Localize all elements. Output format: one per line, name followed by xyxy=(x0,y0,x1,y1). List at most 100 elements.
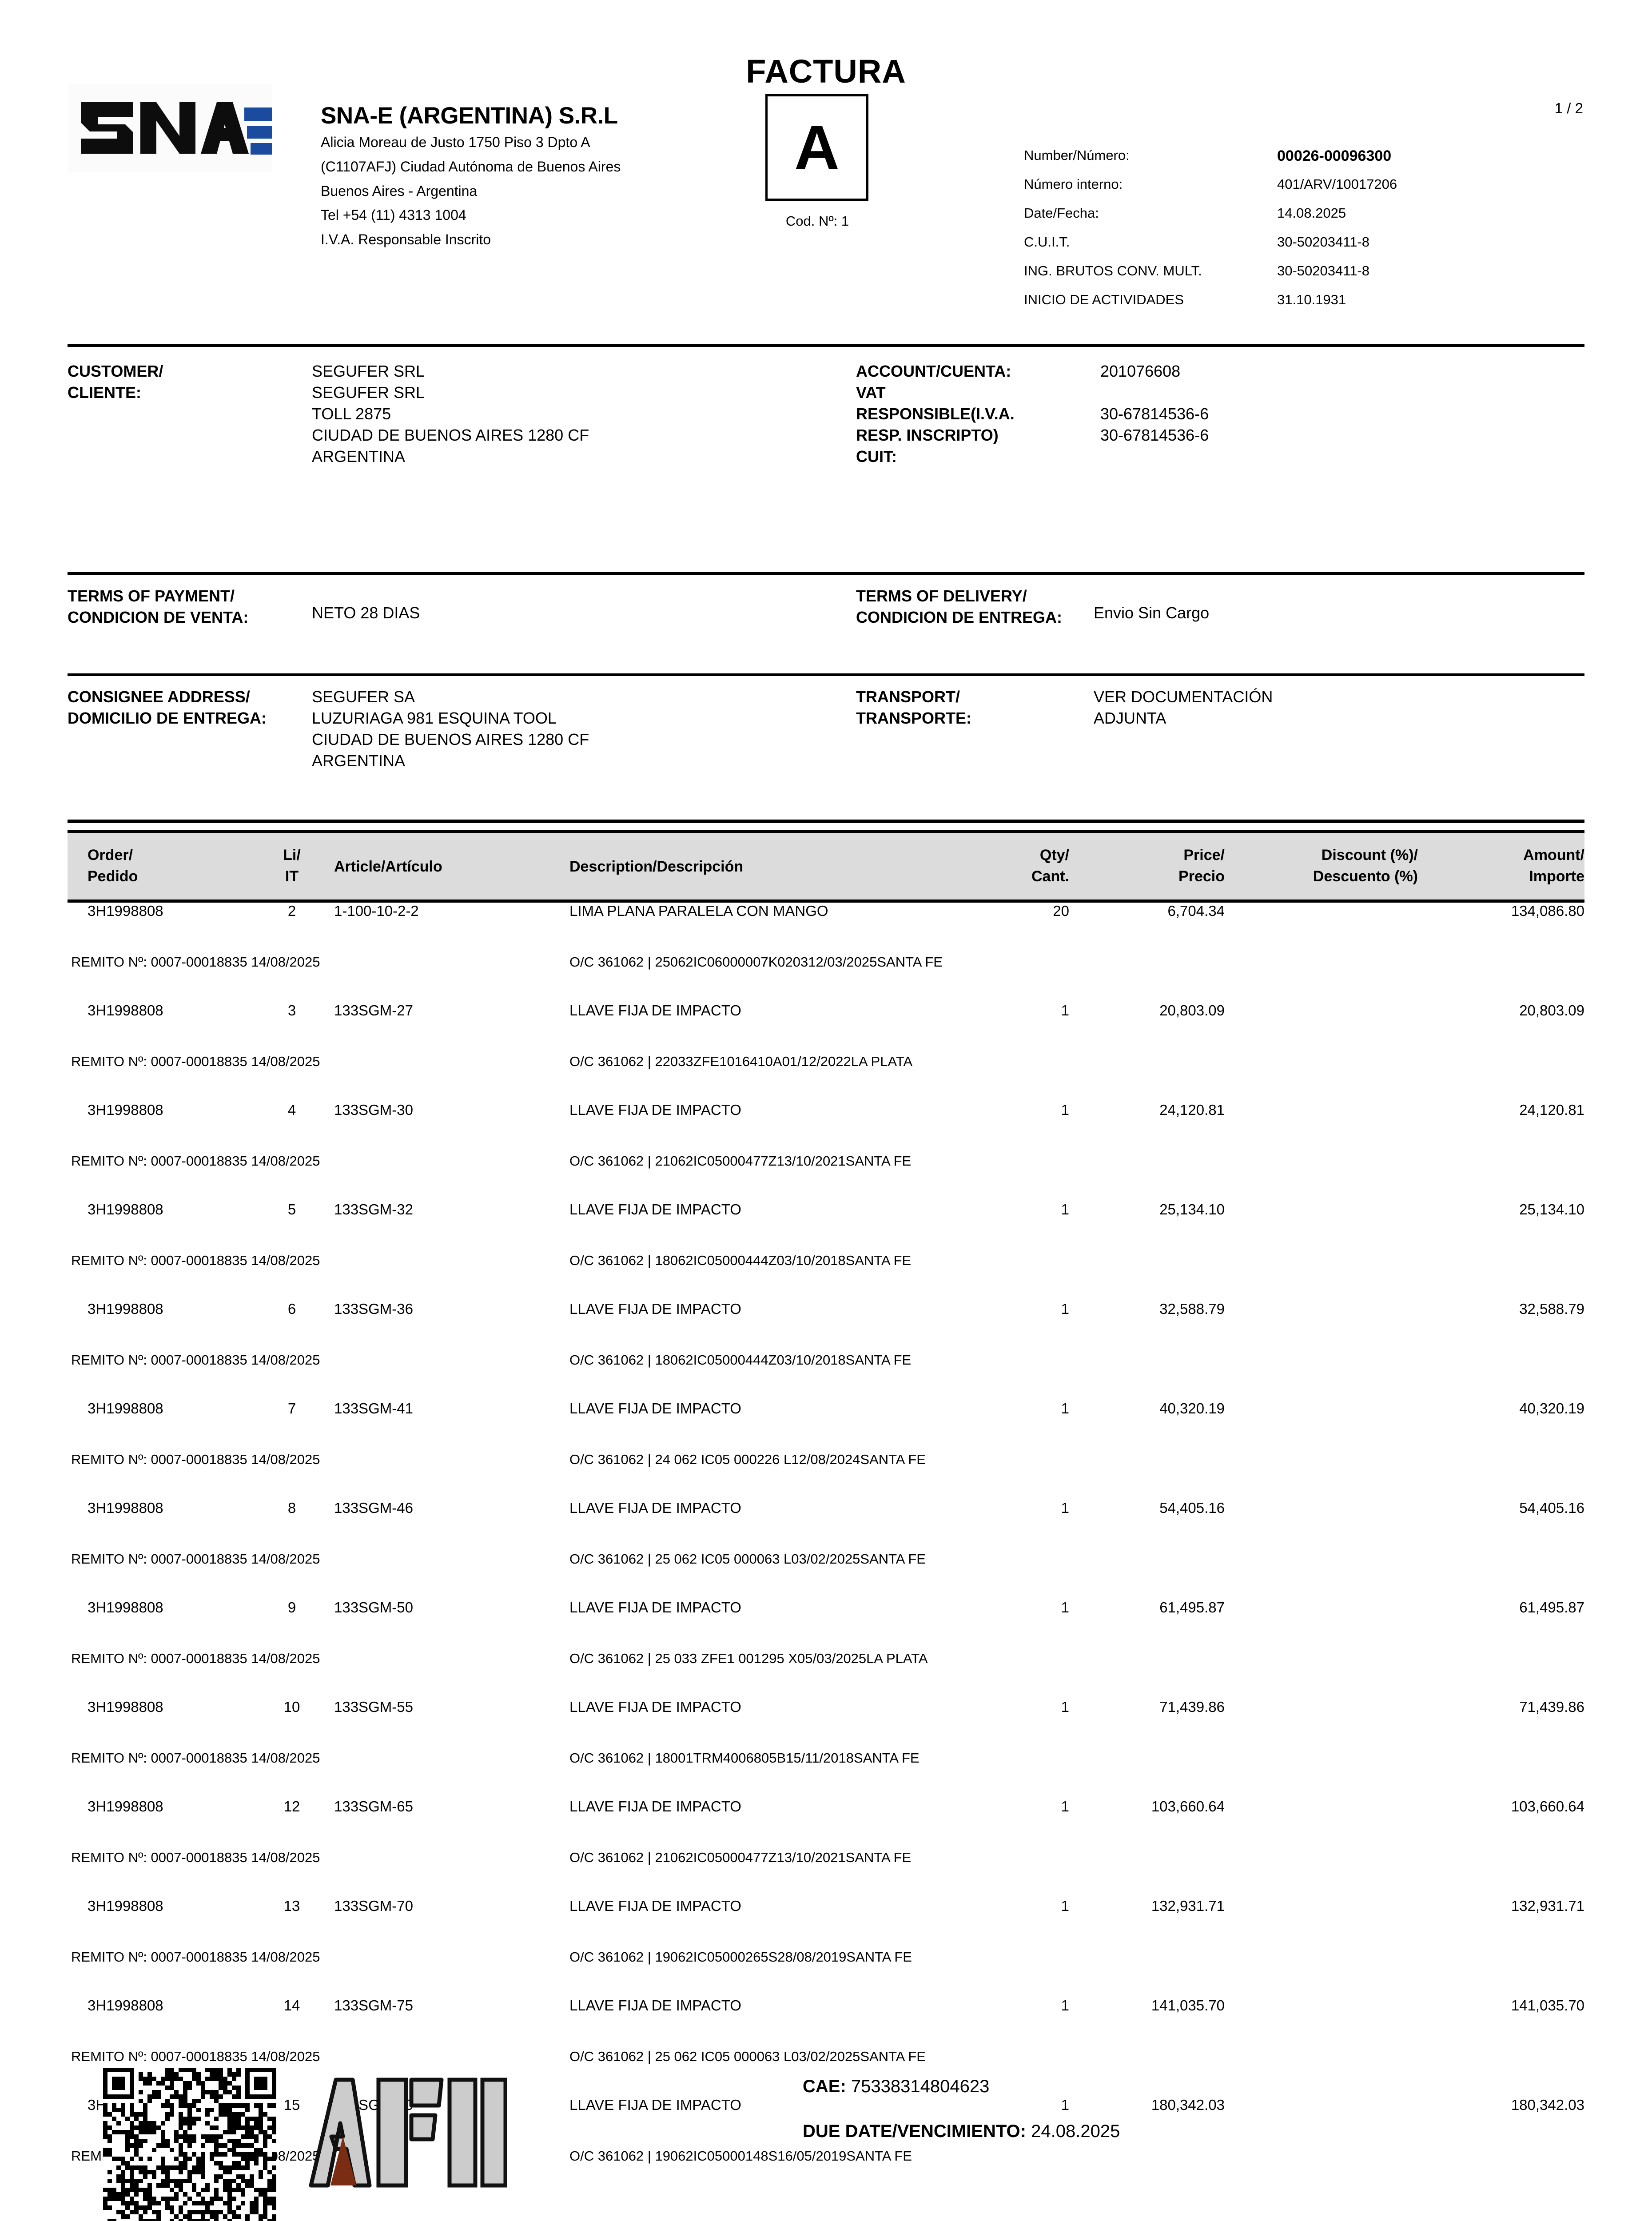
customer-label-line-1: CUSTOMER/ xyxy=(68,362,163,380)
customer-address: SEGUFER SRL SEGUFER SRL TOLL 2875 CIUDAD… xyxy=(312,361,856,467)
cell-order-confirmation: O/C 361062 | 22033ZFE1016410A01/12/2022L… xyxy=(569,1054,913,1069)
cell-price: 103,660.64 xyxy=(1151,1798,1225,1815)
cell-order: 3H1998808 xyxy=(88,1798,163,1815)
cell-remito: REMITO Nº: 0007-00018835 14/08/2025 xyxy=(71,1054,320,1069)
cell-article: 133SGM-30 xyxy=(334,1102,413,1118)
col-header-li-l2: IT xyxy=(285,868,299,885)
table-subrow: REMITO Nº: 0007-00018835 14/08/2025 O/C 3… xyxy=(68,1352,1584,1400)
cell-order-confirmation: O/C 361062 | 25062IC06000007K020312/03/2… xyxy=(569,954,943,970)
table-subrow: REMITO Nº: 0007-00018835 14/08/2025 O/C 3… xyxy=(68,1949,1584,1997)
cell-article: 133SGM-36 xyxy=(334,1301,413,1317)
consignee-label-line-2: DOMICILIO DE ENTREGA: xyxy=(68,708,267,727)
consignee-line: SEGUFER SA xyxy=(312,688,415,706)
cell-price: 6,704.34 xyxy=(1167,903,1225,919)
company-address-line-1: Alicia Moreau de Justo 1750 Piso 3 Dpto … xyxy=(321,134,590,151)
terms-payment-label-line-2: CONDICION DE VENTA: xyxy=(68,608,249,626)
meta-row: C.U.I.T. 30-50203411-8 xyxy=(1024,234,1517,263)
col-header-description: Description/Descripción xyxy=(569,856,743,877)
cell-price: 54,405.16 xyxy=(1159,1500,1225,1516)
page-indicator: 1 / 2 xyxy=(1554,100,1583,116)
cell-order-confirmation: O/C 361062 | 25 033 ZFE1 001295 X05/03/2… xyxy=(569,1651,928,1666)
due-date-line: DUE DATE/VENCIMIENTO: 24.08.2025 xyxy=(803,2121,1120,2141)
cell-qty: 1 xyxy=(1061,1898,1069,1914)
cell-description: LLAVE FIJA DE IMPACTO xyxy=(569,1400,741,1417)
col-header-order: Order/ Pedido xyxy=(88,844,138,888)
meta-label: ING. BRUTOS CONV. MULT. xyxy=(1024,263,1202,279)
col-header-price: Price/ Precio xyxy=(1098,844,1225,888)
table-body: 3H1998808 2 1-100-10-2-2 LIMA PLANA PARALEL… xyxy=(68,903,1584,2196)
cell-order-confirmation: O/C 361062 | 18062IC05000444Z03/10/2018S… xyxy=(569,1253,912,1268)
cell-amount: 24,120.81 xyxy=(1519,1102,1584,1118)
cell-amount: 40,320.19 xyxy=(1519,1400,1584,1417)
cell-qty: 1 xyxy=(1061,1500,1069,1516)
cell-remito: REMITO Nº: 0007-00018835 14/08/2025 xyxy=(71,1750,320,1766)
divider-customer xyxy=(68,572,1584,575)
vat-label-line-1: VAT xyxy=(856,383,886,402)
cell-order-confirmation: O/C 361062 | 21062IC05000477Z13/10/2021S… xyxy=(569,1153,912,1169)
company-name: SNA-E (ARGENTINA) S.R.L xyxy=(321,103,618,129)
table-subrow: REMITO Nº: 0007-00018835 14/08/2025 O/C 3… xyxy=(68,1153,1584,1201)
table-row: 3H1998808 4 133SGM-30 LLAVE FIJA DE IMPACTO… xyxy=(68,1102,1584,1153)
vat-label-line-2: RESPONSIBLE(I.V.A. xyxy=(856,404,1015,423)
vat-value-1: 30-67814536-6 xyxy=(1100,404,1209,423)
table-row: 3H1998808 9 133SGM-50 LLAVE FIJA DE IMPACTO… xyxy=(68,1599,1584,1651)
sna-logo-svg xyxy=(68,84,272,172)
cell-qty: 1 xyxy=(1061,1997,1069,2014)
cell-qty: 1 xyxy=(1061,1599,1069,1616)
col-header-qty: Qty/ Cant. xyxy=(980,844,1069,888)
cell-article: 133SGM-50 xyxy=(334,1599,413,1616)
col-header-amount: Amount/ Importe xyxy=(1422,844,1584,888)
cell-price: 71,439.86 xyxy=(1159,1699,1225,1715)
table-row: 3H1998808 3 133SGM-27 LLAVE FIJA DE IMPACTO… xyxy=(68,1002,1584,1054)
cell-amount: 134,086.80 xyxy=(1511,903,1584,919)
cell-remito: REMITO Nº: 0007-00018835 14/08/2025 xyxy=(71,2049,320,2064)
transport-value-line-2: ADJUNTA xyxy=(1094,708,1166,727)
cell-price: 132,931.71 xyxy=(1151,1898,1225,1914)
cell-description: LLAVE FIJA DE IMPACTO xyxy=(569,1699,741,1715)
terms-section: TERMS OF PAYMENT/ CONDICION DE VENTA: NE… xyxy=(68,585,1584,628)
customer-line: SEGUFER SRL xyxy=(312,362,425,380)
afip-logo xyxy=(303,2074,508,2190)
company-address-line-3: Buenos Aires - Argentina xyxy=(321,183,478,199)
cae-line: CAE: 75338314804623 xyxy=(803,2077,1120,2097)
cell-order-confirmation: O/C 361062 | 19062IC05000148S16/05/2019S… xyxy=(569,2148,912,2164)
cell-li: 5 xyxy=(287,1201,296,1218)
invoice-letter: A xyxy=(794,112,840,182)
qr-code xyxy=(103,2068,276,2221)
vat-value-2: 30-67814536-6 xyxy=(1100,426,1209,444)
table-subrow: REMITO Nº: 0007-00018835 14/08/2025 O/C 3… xyxy=(68,1452,1584,1500)
cell-li: 7 xyxy=(287,1400,296,1417)
table-subrow: REMITO Nº: 0007-00018835 14/08/2025 O/C 3… xyxy=(68,1551,1584,1599)
cell-article: 133SGM-32 xyxy=(334,1201,413,1218)
cell-amount: 61,495.87 xyxy=(1519,1599,1584,1616)
cell-li: 4 xyxy=(287,1102,296,1118)
table-row: 3H1998808 2 1-100-10-2-2 LIMA PLANA PARALEL… xyxy=(68,903,1584,954)
cell-li: 2 xyxy=(287,903,296,919)
col-header-amount-l2: Importe xyxy=(1529,868,1584,885)
cell-order-confirmation: O/C 361062 | 19062IC05000265S28/08/2019S… xyxy=(569,1949,912,1965)
table-row: 3H1998808 12 133SGM-65 LLAVE FIJA DE IMPACT… xyxy=(68,1798,1584,1850)
cell-description: LLAVE FIJA DE IMPACTO xyxy=(569,1500,741,1516)
cell-qty: 1 xyxy=(1061,1201,1069,1218)
cell-article: 133SGM-55 xyxy=(334,1699,413,1715)
cell-order: 3H1998808 xyxy=(88,1898,163,1914)
cell-order: 3H1998808 xyxy=(88,1599,163,1616)
meta-value: 00026-00096300 xyxy=(1277,147,1392,164)
cell-order-confirmation: O/C 361062 | 25 062 IC05 000063 L03/02/2… xyxy=(569,1551,926,1567)
account-value: 201076608 xyxy=(1100,362,1181,380)
cell-amount: 132,931.71 xyxy=(1511,1898,1584,1914)
company-address-line-2: (C1107AFJ) Ciudad Autónoma de Buenos Air… xyxy=(321,158,621,175)
col-header-qty-l1: Qty/ xyxy=(1039,847,1069,864)
cell-li: 12 xyxy=(283,1798,300,1815)
table-row: 3H1998808 5 133SGM-32 LLAVE FIJA DE IMPACTO… xyxy=(68,1201,1584,1253)
cell-remito: REMITO Nº: 0007-00018835 14/08/2025 xyxy=(71,1452,320,1467)
cell-qty: 1 xyxy=(1061,1002,1069,1019)
cell-remito: REMITO Nº: 0007-00018835 14/08/2025 xyxy=(71,1850,320,1865)
cell-article: 133SGM-75 xyxy=(334,1997,413,2014)
cell-remito: REMITO Nº: 0007-00018835 14/08/2025 xyxy=(71,1352,320,1368)
meta-value: 30-50203411-8 xyxy=(1277,263,1369,279)
table-subrow: REMITO Nº: 0007-00018835 14/08/2025 O/C 3… xyxy=(68,1850,1584,1898)
cell-remito: REMITO Nº: 0007-00018835 14/08/2025 xyxy=(71,1949,320,1965)
cell-price: 40,320.19 xyxy=(1159,1400,1225,1417)
cell-order: 3H1998808 xyxy=(88,1500,163,1516)
